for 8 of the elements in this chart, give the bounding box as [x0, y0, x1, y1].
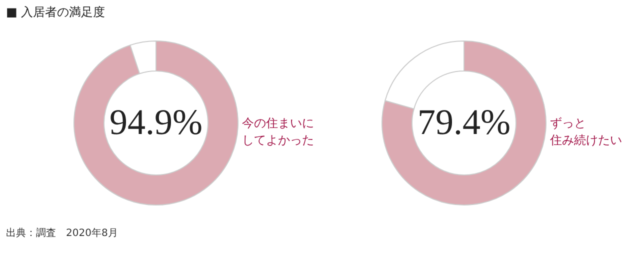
donut-slice [382, 40, 546, 206]
data-label: 94.9% [110, 102, 202, 142]
chart-title: ■ 入居者の満足度 [6, 5, 106, 19]
slice-label: ずっと住み続けたい [549, 116, 622, 147]
donut-slice [74, 40, 238, 206]
data-label: 79.4% [418, 102, 510, 142]
source-note: 出典：調査 2020年8月 [6, 227, 118, 239]
slice-label: 今の住まいにしてよかった [242, 116, 314, 147]
